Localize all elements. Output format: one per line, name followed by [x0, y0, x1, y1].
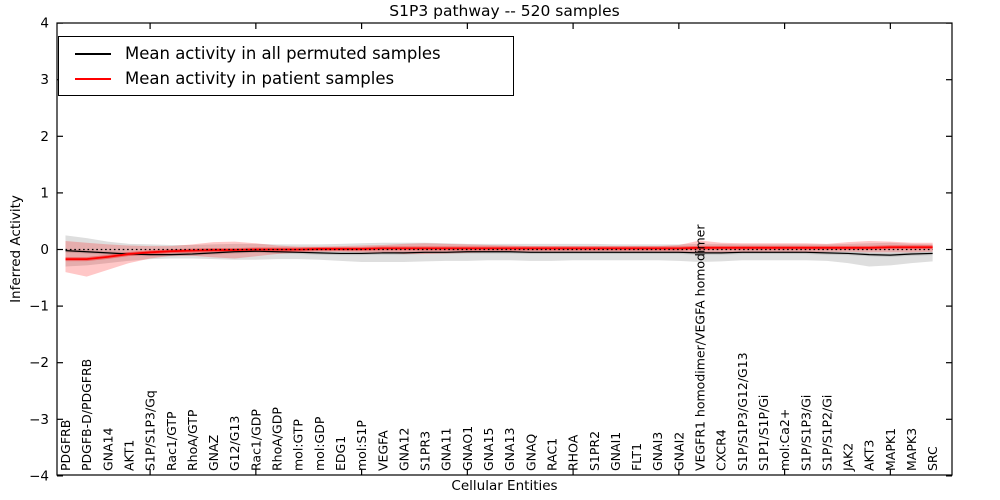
permuted-line-swatch [75, 52, 111, 55]
y-tick-label: 2 [40, 129, 49, 145]
entity-label: Rac1/GDP [248, 409, 263, 471]
entity-label: RAC1 [544, 438, 559, 471]
entity-label: MAPK3 [904, 428, 919, 471]
entity-label: VEGFR1 homodimer/VEGFA homodimer [693, 224, 708, 471]
entity-label: CXCR4 [714, 429, 729, 471]
patient-line-swatch [75, 77, 111, 80]
entity-label: GNA12 [396, 428, 411, 472]
entity-label: GNA15 [481, 428, 496, 472]
entity-label: G12/G13 [227, 416, 242, 471]
entity-label: Rac1/GTP [164, 411, 179, 471]
entity-label: S1P/S1P2/Gi [819, 395, 834, 471]
y-tick-label: 0 [40, 242, 49, 258]
entity-label: S1P/S1P3/Gi [798, 395, 813, 471]
entity-label: S1P/S1P3/Gq [143, 390, 158, 471]
entity-label: mol:Ca2+ [777, 409, 792, 471]
entity-label: GNAI1 [608, 432, 623, 471]
entity-label: PDGFRB [58, 420, 73, 471]
legend-entry-patient: Mean activity in patient samples [59, 69, 513, 88]
entity-label: RhoA/GDP [270, 407, 285, 471]
y-axis-title: Inferred Activity [8, 195, 24, 303]
entity-label: S1PR3 [418, 431, 433, 471]
entity-label: S1PR2 [587, 431, 602, 471]
entity-label: GNAZ [206, 435, 221, 471]
entity-label: JAK2 [841, 443, 856, 472]
y-tick-label: −4 [29, 468, 49, 484]
y-tick-label: −1 [29, 299, 49, 315]
x-axis-title: Cellular Entities [451, 478, 558, 494]
entity-label: S1P/S1P3/G12/G13 [735, 352, 750, 471]
entity-label: mol:GDP [312, 416, 327, 471]
entity-label: AKT1 [121, 440, 136, 471]
entity-label: VEGFA [375, 430, 390, 471]
legend-label-patient: Mean activity in patient samples [125, 69, 395, 88]
entity-label: GNA14 [100, 427, 115, 471]
entity-label: GNAI2 [671, 432, 686, 471]
entity-label: RhoA/GTP [185, 409, 200, 471]
legend-label-permuted: Mean activity in all permuted samples [125, 44, 441, 63]
entity-label: PDGFB-D/PDGFRB [79, 359, 94, 471]
entity-label: GNA11 [439, 428, 454, 472]
entity-label: EDG1 [333, 436, 348, 471]
entity-label: MAPK1 [883, 428, 898, 471]
entity-label: FLT1 [629, 443, 644, 471]
entity-label: GNA13 [502, 428, 517, 472]
entity-label: GNAQ [523, 434, 538, 471]
y-tick-label: 3 [40, 72, 49, 88]
entity-label: S1P1/S1P/Gi [756, 395, 771, 471]
entity-label: AKT3 [862, 440, 877, 471]
entity-label: mol:GTP [291, 419, 306, 471]
permuted-range-band [65, 235, 933, 267]
permuted-inner-band [65, 248, 933, 257]
entity-label: RHOA [566, 434, 581, 471]
entity-label: GNAO1 [460, 426, 475, 471]
y-tick-label: 4 [40, 16, 49, 32]
legend-entry-permuted: Mean activity in all permuted samples [59, 44, 513, 63]
permuted-mean-line [65, 250, 933, 256]
legend-box: Mean activity in all permuted samples Me… [58, 36, 514, 96]
patient-mean-line [65, 246, 933, 261]
y-tick-label: 1 [40, 185, 49, 201]
entity-label: mol:S1P [354, 420, 369, 471]
y-tick-label: −3 [29, 412, 49, 428]
chart-title: S1P3 pathway -- 520 samples [389, 2, 620, 20]
entity-label: GNAI3 [650, 432, 665, 471]
entity-label: SRC [925, 446, 940, 471]
y-tick-label: −2 [29, 355, 49, 371]
